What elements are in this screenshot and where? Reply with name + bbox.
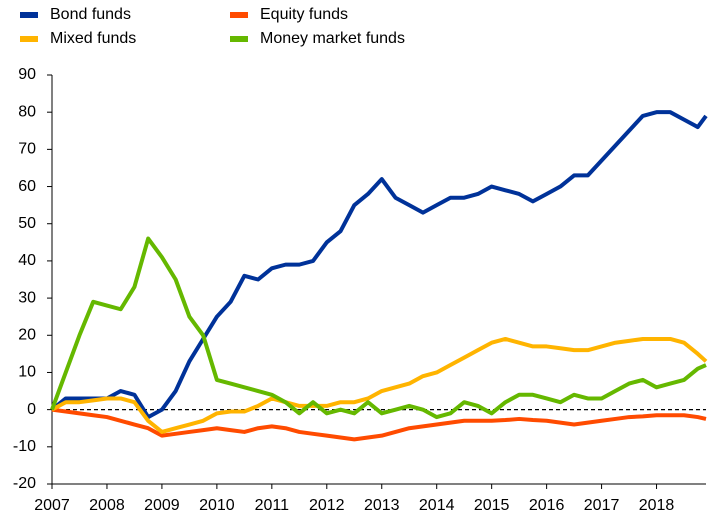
- y-tick-label: 10: [18, 364, 36, 381]
- x-tick-label: 2017: [584, 497, 620, 514]
- series-line: [51, 407, 707, 442]
- x-tick-label: 2012: [309, 497, 345, 514]
- legend-label: Mixed funds: [50, 30, 136, 47]
- y-tick-label: 90: [18, 66, 36, 83]
- y-tick-label: -10: [13, 438, 36, 455]
- y-tick-label: 80: [18, 103, 36, 120]
- x-tick-label: 2013: [364, 497, 400, 514]
- x-tick-label: 2018: [639, 497, 675, 514]
- y-tick-label: -20: [13, 475, 36, 492]
- series-line: [50, 110, 708, 420]
- x-tick-label: 2008: [89, 497, 125, 514]
- y-tick-label: 50: [18, 215, 36, 232]
- legend-label: Money market funds: [260, 30, 405, 47]
- y-tick-label: 20: [18, 326, 36, 343]
- x-tick-label: 2007: [34, 497, 70, 514]
- x-tick-label: 2014: [419, 497, 455, 514]
- x-tick-label: 2009: [144, 497, 180, 514]
- x-tick-label: 2015: [474, 497, 510, 514]
- y-tick-label: 30: [18, 289, 36, 306]
- y-tick-label: 0: [27, 401, 36, 418]
- legend-label: Bond funds: [50, 6, 131, 23]
- legend-label: Equity funds: [260, 6, 348, 23]
- series-line: [50, 236, 707, 420]
- y-tick-label: 70: [18, 141, 36, 158]
- x-tick-label: 2016: [529, 497, 565, 514]
- y-tick-label: 40: [18, 252, 36, 269]
- y-tick-label: 60: [18, 178, 36, 195]
- x-tick-label: 2010: [199, 497, 235, 514]
- series-line: [51, 336, 708, 434]
- x-tick-label: 2011: [255, 497, 290, 514]
